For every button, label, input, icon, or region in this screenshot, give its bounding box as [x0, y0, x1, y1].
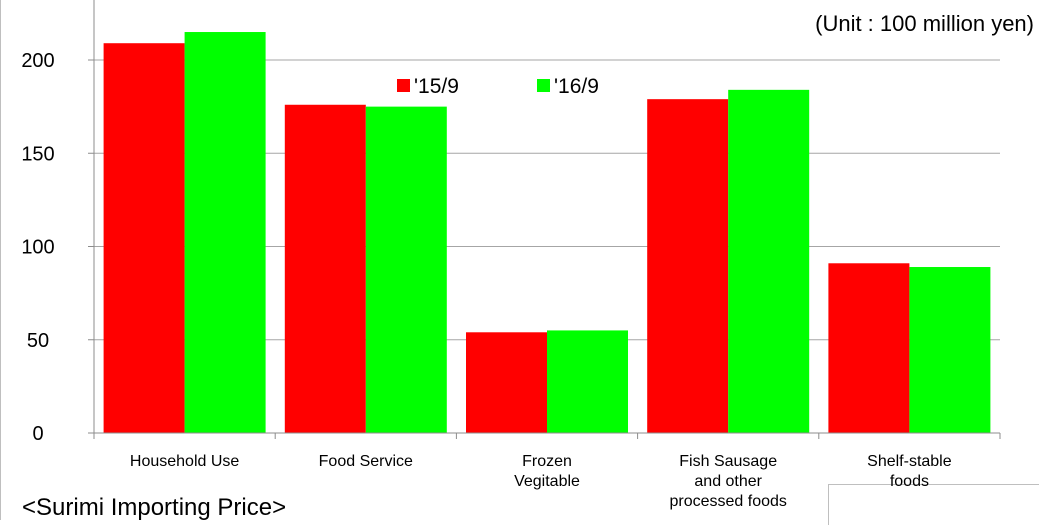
unit-note: (Unit : 100 million yen) [815, 11, 1034, 36]
bars [103, 32, 991, 434]
x-category-label: Food Service [319, 453, 413, 470]
bar-series1-1 [284, 104, 366, 433]
table-frame-corner [828, 484, 1039, 525]
axes [88, 0, 1001, 439]
x-category-label: Shelf-stable [867, 453, 952, 470]
legend-label-1: '15/9 [414, 75, 459, 98]
bar-series1-4 [828, 263, 910, 433]
x-category-labels: Household Use Food Service Frozen Vegitable… [130, 453, 952, 510]
legend: '15/9 '16/9 [397, 75, 599, 98]
y-tick-label: 50 [27, 330, 49, 352]
bar-series1-3 [647, 99, 729, 433]
bar-series2-4 [909, 267, 991, 433]
y-tick-label: 200 [21, 50, 54, 72]
y-tick-label: 0 [32, 423, 43, 445]
bar-series1-0 [103, 43, 185, 434]
y-tick-labels: 0 50 100 150 200 [21, 50, 54, 445]
x-category-label: foods [890, 473, 929, 490]
legend-swatch-2 [537, 79, 550, 92]
bar-series1-2 [466, 332, 547, 433]
x-category-label: Frozen [522, 453, 572, 470]
chart-frame-left [0, 0, 1, 520]
x-category-label: and other [694, 473, 762, 490]
legend-label-2: '16/9 [554, 75, 599, 98]
x-category-label: Fish Sausage [679, 453, 777, 470]
bar-series2-2 [547, 330, 628, 433]
legend-swatch-1 [397, 79, 410, 92]
x-category-label: Vegitable [514, 473, 580, 490]
x-category-label: processed foods [669, 493, 786, 510]
y-tick-label: 100 [21, 237, 54, 259]
bar-series2-1 [365, 106, 447, 433]
bar-series2-3 [728, 89, 810, 433]
y-tick-label: 150 [21, 143, 54, 165]
x-category-label: Household Use [130, 453, 240, 470]
chart-caption: <Surimi Importing Price> [22, 494, 287, 521]
bar-series2-0 [184, 32, 266, 434]
